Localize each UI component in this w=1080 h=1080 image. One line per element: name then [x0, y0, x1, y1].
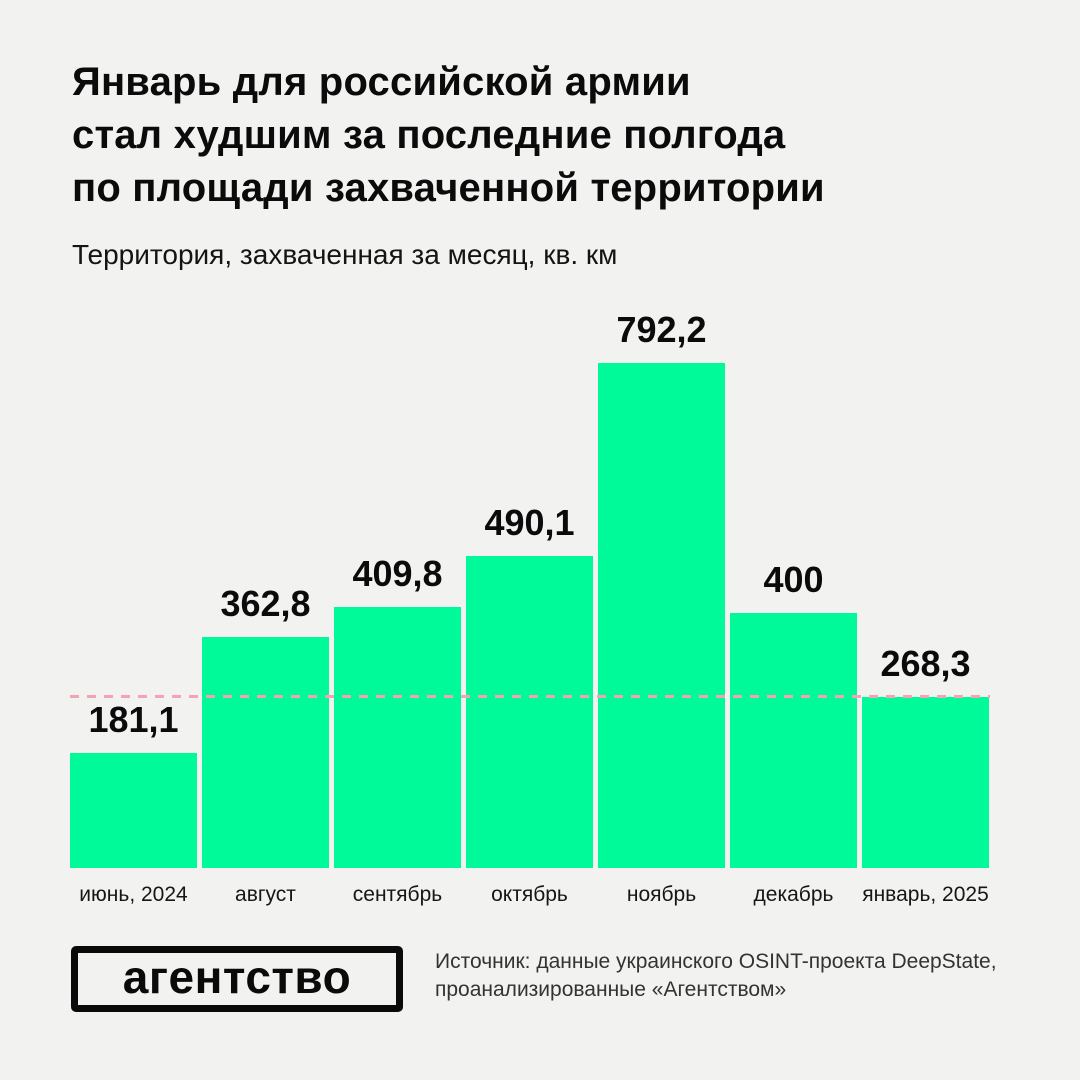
x-axis-label: август	[235, 883, 296, 906]
bar-column: 409,8	[334, 553, 461, 868]
page-title: Январь для российской армии стал худшим …	[72, 60, 825, 210]
x-axis-label: июнь, 2024	[79, 883, 188, 906]
bar	[334, 607, 461, 868]
x-axis-label: сентябрь	[352, 883, 443, 906]
bar-column: 490,1	[466, 502, 593, 868]
x-axis-label: декабрь	[753, 883, 834, 906]
x-axis-label: ноябрь	[626, 883, 697, 906]
bar-value-label: 409,8	[352, 553, 443, 594]
bar-column: 181,1	[70, 699, 197, 868]
x-axis-label: октябрь	[491, 883, 568, 906]
bar-chart: 181,1 362,8 409,8 490,1 792,2 400 268,3 июнь, …	[70, 300, 990, 907]
bar	[466, 556, 593, 868]
bar-value-label: 490,1	[484, 502, 575, 543]
x-axis-labels: июнь, 2024 август сентябрь октябрь ноябрь дек…	[70, 883, 990, 907]
chart-subtitle: Территория, захваченная за месяц, кв. км	[72, 239, 618, 270]
bars-row: 181,1 362,8 409,8 490,1 792,2 400 268,3	[70, 300, 990, 868]
bar	[202, 637, 329, 868]
agentstvo-logo: агентство	[71, 946, 403, 1012]
x-axis-label: январь, 2025	[862, 883, 989, 906]
bar-value-label: 400	[763, 559, 824, 600]
bar-column: 400	[730, 559, 857, 868]
bar	[70, 753, 197, 868]
logo-text: агентство	[122, 951, 352, 1003]
bar-column: 362,8	[202, 583, 329, 868]
bar-value-label: 181,1	[88, 699, 179, 740]
bar	[598, 363, 725, 868]
bar	[862, 697, 989, 868]
bar-value-label: 792,2	[616, 309, 707, 350]
bar-value-label: 268,3	[880, 643, 971, 684]
plot-area: 181,1 362,8 409,8 490,1 792,2 400 268,3	[70, 300, 990, 868]
source-note: Источник: данные украинского OSINT-проек…	[435, 950, 997, 1001]
bar	[730, 613, 857, 868]
bar-column: 792,2	[598, 309, 725, 868]
bar-value-label: 362,8	[220, 583, 311, 624]
reference-dashed-line	[70, 695, 990, 698]
bar-column: 268,3	[862, 643, 989, 868]
